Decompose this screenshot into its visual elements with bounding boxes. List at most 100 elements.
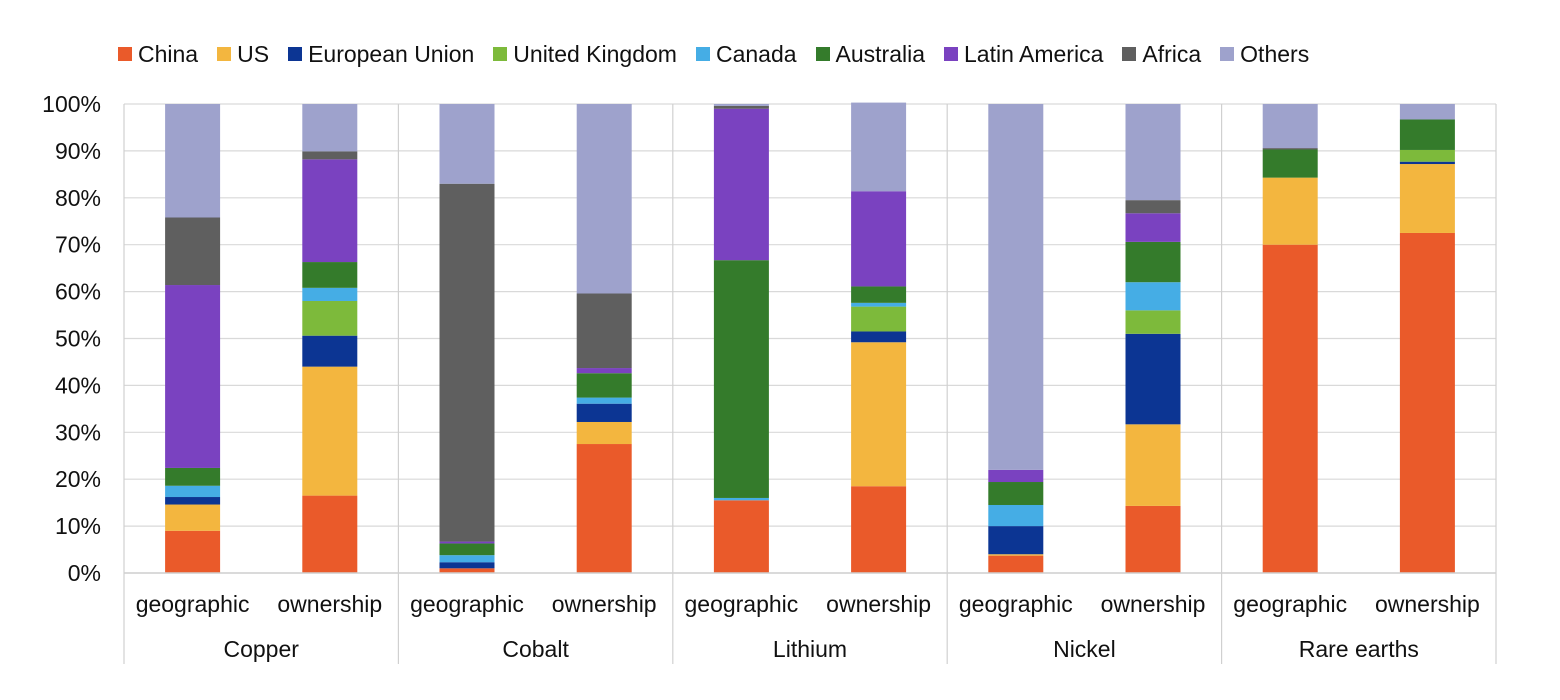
bar-segment xyxy=(302,151,358,160)
legend-swatch xyxy=(217,47,232,61)
legend-swatch xyxy=(1122,47,1137,61)
x-group-label: Copper xyxy=(223,636,299,662)
x-sub-label: geographic xyxy=(959,591,1073,617)
legend-swatch xyxy=(944,47,959,61)
bar-segment xyxy=(576,444,632,573)
x-sub-label: ownership xyxy=(277,591,382,617)
legend-item: European Union xyxy=(288,41,474,68)
legend-item: Latin America xyxy=(944,41,1103,68)
bar-segment xyxy=(1125,200,1181,214)
bar-segment xyxy=(713,105,769,109)
y-tick-label: 90% xyxy=(55,138,101,164)
bar-segment xyxy=(576,397,632,404)
bar-segment xyxy=(1399,232,1455,573)
y-tick-label: 60% xyxy=(55,279,101,305)
bar-segment xyxy=(439,543,495,556)
legend-item: China xyxy=(118,41,198,68)
bar-segment xyxy=(302,300,358,336)
bar-segment xyxy=(165,504,221,531)
x-group-label: Cobalt xyxy=(502,636,569,662)
x-sub-label: ownership xyxy=(552,591,657,617)
bar-segment xyxy=(576,293,632,369)
bar-segment xyxy=(988,555,1044,573)
legend-swatch xyxy=(288,47,303,61)
bar-segment xyxy=(302,159,358,263)
legend-label: Others xyxy=(1240,40,1310,67)
bar-segment xyxy=(1125,333,1181,425)
y-tick-label: 70% xyxy=(55,232,101,258)
bar-segment xyxy=(988,104,1044,470)
bar-segment xyxy=(439,183,495,542)
bar-segment xyxy=(713,104,769,106)
y-tick-label: 0% xyxy=(68,560,101,586)
legend-label: Australia xyxy=(835,40,926,67)
bar-segment xyxy=(851,331,907,343)
bar-segment xyxy=(439,568,495,573)
x-sub-label: geographic xyxy=(1233,591,1347,617)
bar-segment xyxy=(1262,148,1318,150)
bar-segment xyxy=(576,403,632,422)
bar-segment xyxy=(1399,149,1455,162)
bar-segment xyxy=(713,500,769,573)
bar-segment xyxy=(576,373,632,398)
bar-segment xyxy=(1125,241,1181,283)
bar-segment xyxy=(1125,505,1181,573)
bar-segment xyxy=(851,342,907,487)
bar-segment xyxy=(302,495,358,573)
bar-segment xyxy=(165,104,221,218)
bar-segment xyxy=(1399,164,1455,233)
bar-segment xyxy=(988,469,1044,483)
bar-segment xyxy=(165,467,221,486)
legend-label: Latin America xyxy=(964,40,1104,67)
bar-segment xyxy=(988,526,1044,555)
x-group-label: Rare earths xyxy=(1299,636,1419,662)
legend-label: United Kingdom xyxy=(513,40,677,67)
bar-segment xyxy=(439,541,495,544)
bar-segment xyxy=(1262,244,1318,573)
legend-label: Africa xyxy=(1142,40,1202,67)
bar-segment xyxy=(988,554,1044,556)
bar-segment xyxy=(1399,119,1455,150)
y-tick-label: 30% xyxy=(55,419,101,445)
bar-segment xyxy=(988,504,1044,527)
bar-segment xyxy=(1262,104,1318,149)
bar-segment xyxy=(713,497,769,501)
legend-item: Africa xyxy=(1122,41,1201,68)
bar-segment xyxy=(1399,104,1455,120)
bar-segment xyxy=(576,368,632,374)
legend-label: European Union xyxy=(308,40,475,67)
y-tick-label: 40% xyxy=(55,372,101,398)
bar-segment xyxy=(988,482,1044,505)
y-tick-label: 10% xyxy=(55,513,101,539)
bar-segment xyxy=(851,486,907,573)
bar-segment xyxy=(165,530,221,573)
bar-segment xyxy=(851,302,907,307)
bar-segment xyxy=(1399,161,1455,165)
legend-swatch xyxy=(1220,47,1235,61)
x-sub-label: ownership xyxy=(1375,591,1480,617)
chart-legend: China US European Union United Kingdom Canad… xyxy=(118,38,1328,70)
legend-item: United Kingdom xyxy=(493,41,677,68)
legend-label: Canada xyxy=(715,40,797,67)
y-tick-label: 20% xyxy=(55,466,101,492)
bar-segment xyxy=(1125,104,1181,201)
y-tick-label: 100% xyxy=(42,91,101,117)
legend-swatch xyxy=(493,47,508,61)
legend-item: Others xyxy=(1220,41,1309,68)
bar-segment xyxy=(302,104,358,152)
bar-segment xyxy=(302,366,358,496)
bar-segment xyxy=(439,562,495,569)
x-sub-label: geographic xyxy=(136,591,250,617)
bar-segment xyxy=(302,287,358,301)
legend-item: US xyxy=(217,41,269,68)
legend-item: Canada xyxy=(695,40,797,68)
bar-segment xyxy=(439,555,495,563)
legend-swatch xyxy=(118,47,132,61)
y-tick-label: 50% xyxy=(55,326,101,352)
y-tick-label: 80% xyxy=(55,185,101,211)
bar-segment xyxy=(165,285,221,468)
bar-segment xyxy=(851,102,907,192)
bar-segment xyxy=(851,306,907,332)
x-group-label: Nickel xyxy=(1053,636,1116,662)
